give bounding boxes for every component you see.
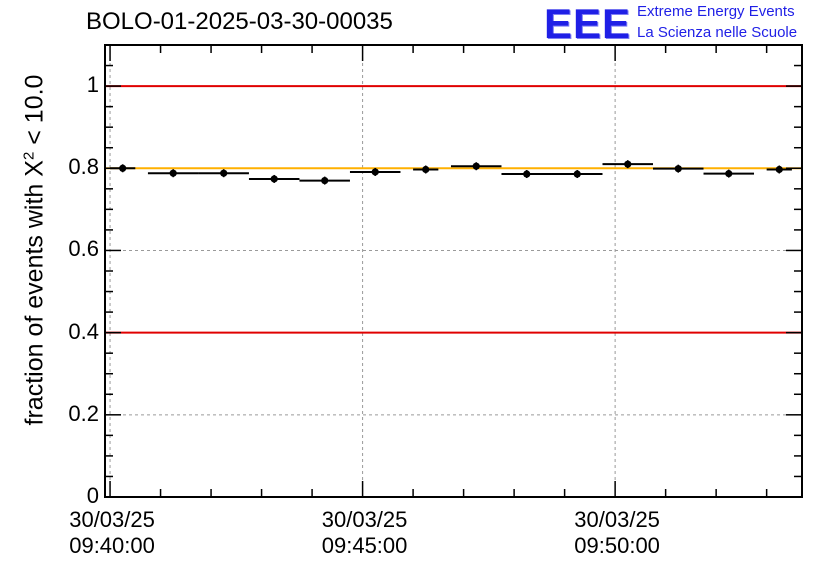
data-point xyxy=(119,164,127,172)
y-tick-label: 0.2 xyxy=(68,400,99,426)
y-tick-label: 1 xyxy=(86,72,99,98)
data-point xyxy=(775,165,783,174)
logo-line-1: Extreme Energy Events xyxy=(637,3,795,20)
data-point xyxy=(523,170,531,178)
data-point xyxy=(573,170,581,178)
x-tick-label: 30/03/25 09:50:00 xyxy=(557,507,677,559)
data-point xyxy=(725,170,733,178)
logo-line-2: La Scienza nelle Scuole xyxy=(637,24,798,41)
y-tick-label: 0.8 xyxy=(68,154,99,180)
x-tick-label: 30/03/25 09:45:00 xyxy=(305,507,425,559)
x-tick-time: 09:45:00 xyxy=(321,533,408,558)
data-point xyxy=(270,175,278,183)
data-point xyxy=(624,160,632,168)
data-point xyxy=(169,169,177,177)
data-point xyxy=(422,165,430,174)
data-point xyxy=(472,162,480,170)
plot-frame xyxy=(104,44,803,498)
x-tick-label: 30/03/25 09:40:00 xyxy=(52,507,172,559)
y-tick-label: 0.6 xyxy=(68,236,99,262)
x-tick-time: 09:40:00 xyxy=(69,533,155,558)
chart-title: BOLO-01-2025-03-30-00035 xyxy=(86,8,393,35)
data-point xyxy=(371,168,379,176)
x-tick-date: 30/03/25 xyxy=(69,507,155,532)
x-tick-time: 09:50:00 xyxy=(574,533,660,558)
data-point xyxy=(220,169,228,177)
x-tick-date: 30/03/25 xyxy=(321,507,408,532)
x-tick-date: 30/03/25 xyxy=(574,507,660,532)
y-tick-label: 0 xyxy=(86,483,99,508)
y-tick-label: 0.4 xyxy=(68,318,99,344)
data-point xyxy=(321,177,329,185)
eee-logo-mark: EEE xyxy=(544,0,632,47)
data-point xyxy=(674,165,682,173)
